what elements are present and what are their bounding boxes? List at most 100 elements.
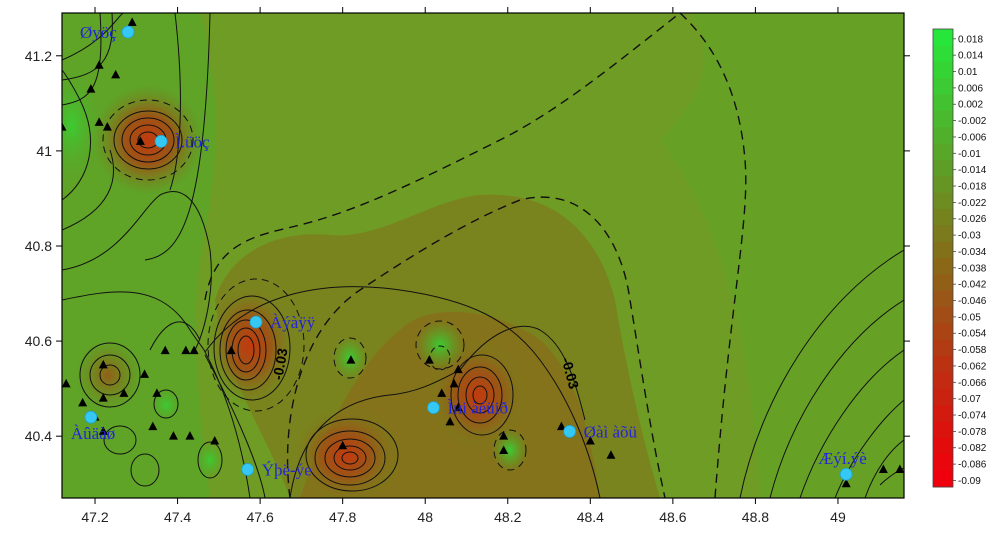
y-tick-label: 41: [36, 143, 52, 159]
station-marker: [119, 388, 129, 397]
legend-label: -0.034: [958, 247, 987, 258]
station-marker: [127, 17, 137, 27]
legend-swatch: [933, 94, 953, 112]
station-marker: [78, 397, 88, 407]
city-label: Ì.üöç: [175, 132, 210, 151]
station-marker: [98, 393, 108, 402]
legend-label: -0.042: [958, 280, 987, 291]
x-tick-label: 47.8: [329, 509, 356, 525]
station-marker: [62, 378, 71, 388]
city-layer: Øyöç Ì.üöç Àýàÿÿ Àûäàø Ýþë-ýe Ìиi àéüið Øàì àõ…: [71, 23, 867, 481]
legend-swatch: [933, 78, 953, 95]
city-label: Ýþë-ýe: [262, 460, 312, 479]
station-marker: [62, 122, 67, 131]
city-marker: [84, 410, 98, 424]
legend-swatch: [933, 159, 953, 177]
city-label: Àûäàø: [71, 424, 115, 443]
legend-label: -0.066: [958, 378, 987, 389]
depression-central: [205, 285, 295, 405]
station-marker: [140, 369, 150, 378]
legend-label: 0.01: [958, 67, 978, 78]
station-marker: [135, 136, 145, 145]
contour-value-label: -0.03: [269, 347, 290, 381]
legend-swatch: [933, 356, 953, 373]
y-tick-label: 40.4: [25, 428, 52, 444]
legend-swatch: [933, 290, 953, 308]
legend-label: -0.078: [958, 427, 987, 438]
legend-label: -0.018: [958, 182, 987, 193]
legend-label: -0.006: [958, 132, 987, 143]
high-2: [415, 320, 465, 370]
station-marker: [606, 450, 616, 459]
legend-label: -0.086: [958, 460, 987, 471]
city-marker: [563, 425, 577, 438]
station-marker: [499, 431, 509, 440]
y-axis: 40.4 40.6 40.8 41 41.2: [25, 48, 910, 444]
station-marker: [499, 445, 509, 454]
legend-label: -0.07: [958, 394, 981, 405]
legend-label: 0.002: [958, 100, 983, 111]
legend-swatch: [933, 470, 953, 488]
city-marker: [121, 25, 135, 39]
station-layer: [62, 17, 904, 488]
legend-label: -0.09: [958, 476, 981, 487]
x-tick-label: 47.6: [246, 509, 273, 525]
x-tick-label: 49: [830, 509, 846, 525]
legend-swatch: [933, 241, 953, 259]
city-marker: [249, 315, 263, 329]
legend-swatch: [933, 225, 953, 243]
legend-label: -0.046: [958, 296, 987, 307]
depression-south: [428, 340, 528, 450]
legend-label: -0.074: [958, 411, 987, 422]
station-marker: [152, 388, 162, 397]
legend-swatch: [933, 208, 953, 226]
city-label: Øàì àõü: [584, 422, 638, 441]
station-marker: [437, 388, 447, 397]
station-marker: [160, 345, 170, 355]
legend-swatch: [933, 339, 953, 357]
y-tick-label: 40.6: [25, 333, 52, 349]
legend-swatch: [933, 372, 953, 390]
station-marker: [98, 426, 108, 435]
station-marker: [94, 117, 104, 126]
station-marker: [556, 421, 566, 431]
station-marker: [168, 431, 178, 440]
legend-frame: [932, 28, 954, 488]
legend-label: -0.082: [958, 443, 987, 454]
station-marker: [148, 421, 158, 431]
city-marker: [427, 401, 440, 415]
station-marker: [338, 440, 348, 450]
y-tick-label: 40.8: [25, 238, 52, 254]
legend-swatch: [933, 143, 953, 161]
city-label: Øyöç: [80, 23, 117, 42]
city-marker: [839, 467, 853, 481]
depression-southwest: [291, 405, 401, 498]
color-legend: 0.018 0.014 0.01 0.006 0.002 -0.002 -0.006 -0.0…: [932, 28, 987, 488]
legend-label: 0.014: [958, 51, 983, 62]
legend-swatch: [933, 29, 953, 46]
legend-label: -0.014: [958, 165, 987, 176]
station-marker: [445, 416, 455, 426]
x-tick-label: 48: [417, 509, 433, 525]
legend-label: -0.002: [958, 116, 987, 127]
city-marker: [154, 134, 168, 148]
high-3: [492, 428, 528, 472]
city-label: Æýí.ýè: [818, 449, 867, 468]
x-tick-label: 48.6: [659, 509, 686, 525]
legend-label: -0.054: [958, 329, 987, 340]
city-label: Ìиi àéüið: [447, 399, 508, 418]
station-marker: [878, 464, 888, 473]
legend-swatch: [933, 388, 953, 406]
legend-label: -0.05: [958, 312, 981, 323]
legend-label: -0.01: [958, 149, 981, 160]
station-marker: [210, 435, 220, 445]
station-marker: [98, 359, 108, 369]
legend-swatch: [933, 127, 953, 144]
station-marker: [111, 69, 121, 79]
city-marker: [241, 463, 255, 476]
legend-swatch: [933, 454, 953, 472]
station-marker: [841, 478, 851, 488]
x-axis: 47.2 47.4 47.6 47.8 48 48.2 48.4 48.6 48.8 49: [81, 7, 846, 525]
station-marker: [424, 355, 434, 364]
